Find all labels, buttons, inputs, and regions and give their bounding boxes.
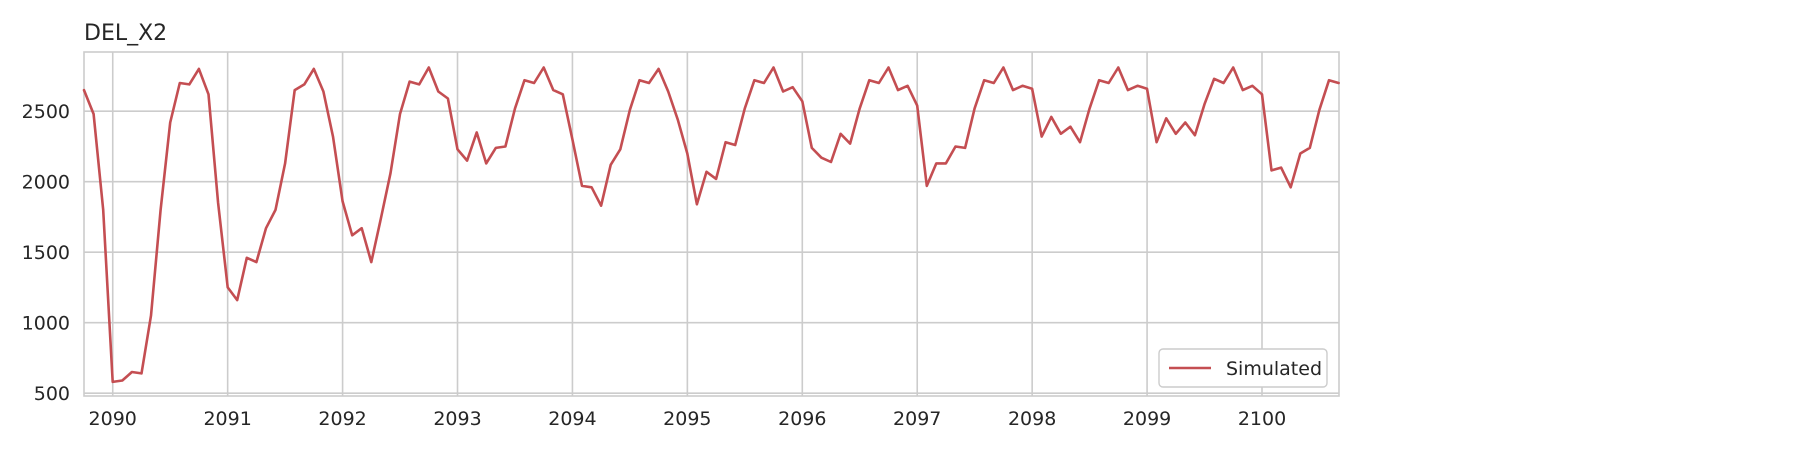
- x-tick-label: 2092: [318, 408, 366, 430]
- y-tick-label: 2000: [22, 172, 70, 194]
- y-tick-label: 1000: [22, 313, 70, 335]
- x-tick-label: 2100: [1238, 408, 1286, 430]
- plot-frame: [83, 51, 1340, 397]
- y-tick-label: 2500: [22, 101, 70, 123]
- x-tick-label: 2094: [548, 408, 596, 430]
- legend: Simulated: [1158, 348, 1328, 388]
- y-tick-label: 500: [34, 383, 70, 405]
- legend-box: [1158, 348, 1328, 388]
- legend-label-simulated: Simulated: [1226, 358, 1322, 380]
- x-tick-label: 2096: [778, 408, 826, 430]
- x-tick-label: 2097: [893, 408, 941, 430]
- x-tick-label: 2091: [203, 408, 251, 430]
- y-tick-label: 1500: [22, 242, 70, 264]
- series-layer: [82, 66, 1340, 384]
- series-line-simulated: [82, 66, 1340, 384]
- x-tick-label: 2090: [89, 408, 137, 430]
- x-tick-label: 2093: [433, 408, 481, 430]
- chart-title: DEL_X2: [84, 21, 167, 46]
- x-tick-label: 2098: [1008, 408, 1056, 430]
- x-tick-label: 2095: [663, 408, 711, 430]
- ticks: 2090 2091 2092 2093 2094 2095 2096 2097 2098 2099…: [22, 101, 1287, 430]
- grid: [84, 52, 1339, 396]
- x-tick-label: 2099: [1123, 408, 1171, 430]
